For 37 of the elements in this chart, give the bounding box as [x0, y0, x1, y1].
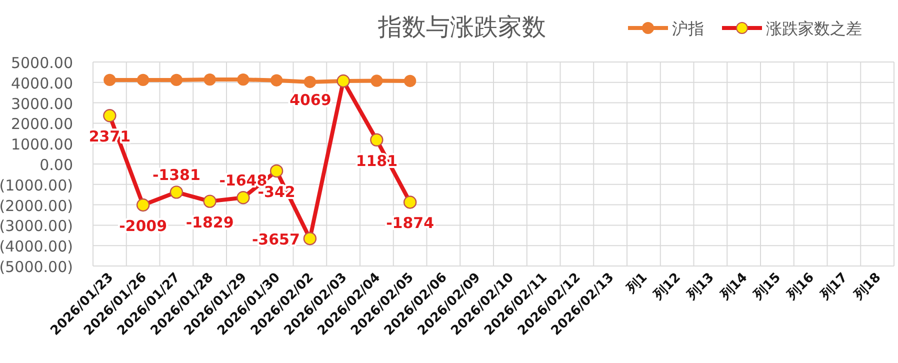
y-tick-label: 0.00 [40, 156, 73, 174]
data-label: -3657 [252, 230, 300, 249]
point [104, 74, 116, 86]
data-label: 4069 [290, 90, 332, 109]
point [170, 74, 183, 86]
x-tick-label: 列18 [850, 270, 884, 304]
data-label: -1829 [186, 213, 234, 232]
y-tick-label: 5000.00 [10, 54, 73, 72]
x-tick-label: 列12 [650, 270, 684, 304]
y-tick-label: 3000.00 [10, 94, 73, 113]
x-tick-label: 列16 [784, 270, 818, 304]
point [270, 74, 283, 86]
point [237, 73, 250, 86]
y-tick-label: 2000.00 [10, 115, 73, 134]
legend-label: 涨跌家数之差 [766, 19, 862, 38]
y-tick-label: (3000.00) [0, 217, 73, 236]
chart-title: 指数与涨跌家数 [377, 13, 546, 41]
x-tick-label: 列13 [684, 270, 718, 304]
x-tick-label: 列15 [750, 270, 784, 304]
point [204, 73, 216, 86]
y-tick-label: (2000.00) [0, 196, 73, 215]
y-tick-label: 4000.00 [10, 74, 73, 92]
data-label: -1381 [152, 166, 200, 184]
x-tick-label: 列14 [717, 270, 751, 304]
point [136, 74, 150, 86]
point [304, 76, 316, 88]
data-label: -2009 [119, 216, 168, 235]
y-tick-label: (4000.00) [0, 238, 73, 256]
legend-label: 沪指 [672, 19, 704, 38]
x-tick-label: 列17 [817, 270, 851, 304]
x-tick-label: 列1 [624, 270, 651, 298]
y-tick-label: 1000.00 [10, 136, 73, 154]
point [370, 74, 383, 87]
data-label: -1874 [386, 214, 434, 232]
y-tick-label: (5000.00) [0, 258, 73, 276]
y-tick-label: (1000.00) [0, 176, 73, 194]
point [404, 74, 416, 88]
